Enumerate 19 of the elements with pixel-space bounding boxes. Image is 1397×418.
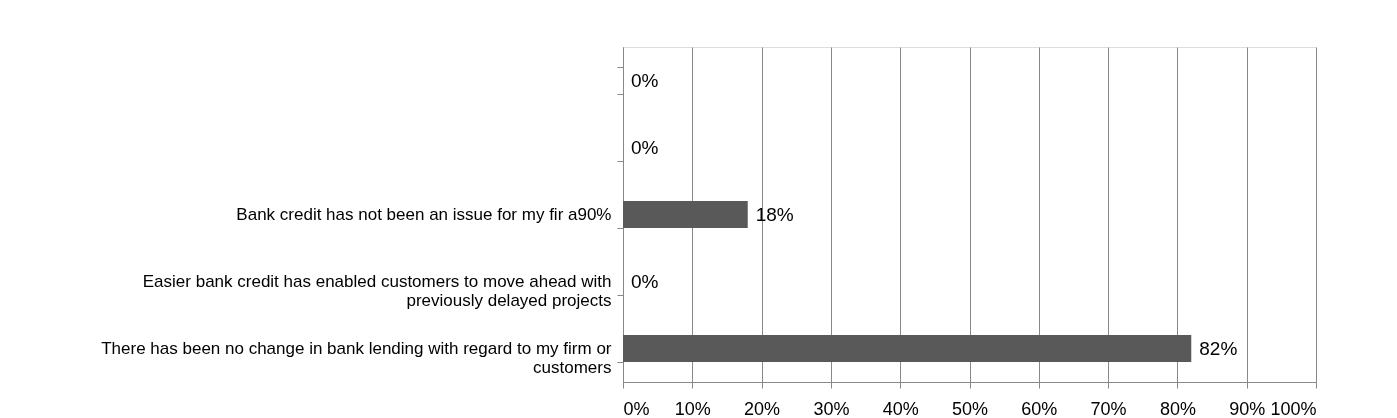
data-label: 18% [755, 203, 794, 225]
x-tick-label: 100% [1270, 398, 1317, 418]
x-tick-label: 0% [623, 398, 650, 418]
x-tick-label: 50% [951, 398, 989, 418]
y-tick-label: Easier bank credit has enabled customers to move ahead with previously delayed projects [142, 272, 612, 310]
x-tick-label: 40% [882, 398, 919, 418]
data-label: 0% [631, 69, 659, 91]
x-tick-label: 60% [1021, 398, 1058, 418]
data-label: 0% [631, 136, 659, 158]
y-tick-label: Bank credit has not been an issue for my fir a90% [236, 205, 612, 224]
x-tick-label: 30% [813, 398, 850, 418]
data-label: 82% [1199, 337, 1238, 359]
x-tick-label: 90% [1229, 398, 1266, 418]
x-tick-label: 20% [744, 398, 781, 418]
x-tick-label: 80% [1159, 398, 1196, 418]
y-tick-label: There has been no change in bank lending with regard to my firm or customers [101, 339, 612, 377]
x-tick-label: 70% [1090, 398, 1127, 418]
x-tick-label: 10% [674, 398, 711, 418]
data-label: 0% [631, 270, 659, 292]
